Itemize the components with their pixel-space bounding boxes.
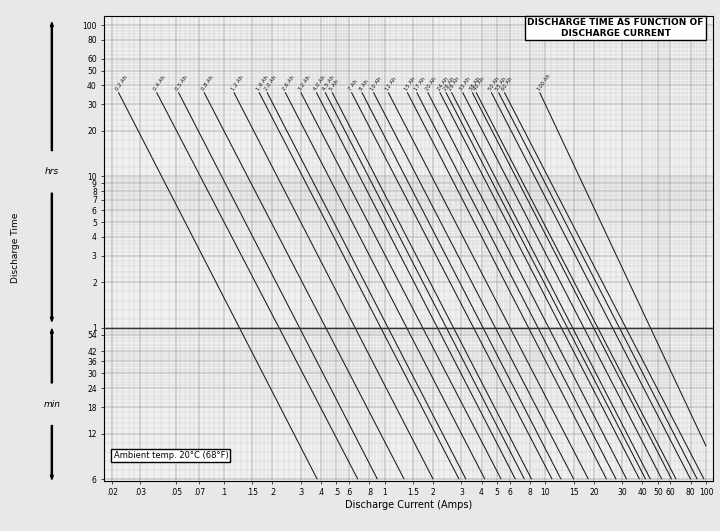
Text: 55 Ah: 55 Ah (495, 76, 508, 92)
Text: 0.2 Ah: 0.2 Ah (115, 75, 129, 92)
Text: 5 Ah: 5 Ah (328, 79, 340, 92)
Text: 7 Ah: 7 Ah (348, 79, 359, 92)
Text: 12 Ah: 12 Ah (384, 76, 397, 92)
Text: 24 Ah: 24 Ah (436, 76, 449, 92)
Text: 50 Ah: 50 Ah (488, 76, 501, 92)
Text: 20 Ah: 20 Ah (424, 76, 437, 92)
Text: 100 Ah: 100 Ah (536, 73, 551, 92)
Text: 2.0 Ah: 2.0 Ah (264, 75, 277, 92)
Text: 10 Ah: 10 Ah (370, 76, 383, 92)
Text: 60 Ah: 60 Ah (501, 76, 514, 92)
Text: Discharge Time: Discharge Time (12, 213, 20, 284)
Text: 17 Ah: 17 Ah (413, 76, 426, 92)
Text: 33 Ah: 33 Ah (459, 76, 472, 92)
Text: 28 Ah: 28 Ah (448, 76, 461, 92)
Text: 1.9 Ah: 1.9 Ah (256, 75, 269, 92)
Text: 38 Ah: 38 Ah (469, 76, 482, 92)
Text: 4.5 Ah: 4.5 Ah (322, 75, 336, 92)
Text: 2.6 Ah: 2.6 Ah (282, 75, 296, 92)
Text: 0.4 Ah: 0.4 Ah (153, 75, 167, 92)
Text: Ambient temp. 20°C (68°F): Ambient temp. 20°C (68°F) (114, 451, 228, 460)
Text: 26 Ah: 26 Ah (443, 76, 455, 92)
Text: 0.8 Ah: 0.8 Ah (201, 75, 215, 92)
Text: 4.0 Ah: 4.0 Ah (313, 75, 327, 92)
X-axis label: Discharge Current (Amps): Discharge Current (Amps) (345, 500, 472, 510)
Text: 8 Ah: 8 Ah (359, 79, 369, 92)
Text: 1.2 Ah: 1.2 Ah (230, 75, 244, 92)
Text: 15 Ah: 15 Ah (404, 76, 417, 92)
Text: min: min (43, 400, 60, 409)
Text: 40 Ah: 40 Ah (472, 76, 485, 92)
Text: DISCHARGE TIME AS FUNCTION OF
DISCHARGE CURRENT: DISCHARGE TIME AS FUNCTION OF DISCHARGE … (527, 18, 703, 38)
Text: hrs: hrs (45, 167, 59, 176)
Text: 3.2 Ah: 3.2 Ah (297, 75, 311, 92)
Text: 0.5 Ah: 0.5 Ah (175, 75, 189, 92)
